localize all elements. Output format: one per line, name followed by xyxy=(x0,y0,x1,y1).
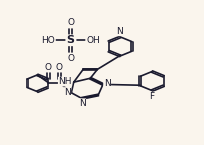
Text: HO: HO xyxy=(41,36,55,45)
Text: S: S xyxy=(67,35,74,45)
Text: N: N xyxy=(104,79,111,88)
Text: OH: OH xyxy=(86,36,100,45)
Text: O: O xyxy=(56,62,63,71)
Text: O: O xyxy=(67,18,74,27)
Text: N: N xyxy=(116,27,123,36)
Text: O: O xyxy=(67,54,74,63)
Text: N: N xyxy=(79,99,86,108)
Text: N: N xyxy=(64,88,71,97)
Text: F: F xyxy=(149,92,155,101)
Text: O: O xyxy=(45,62,52,71)
Text: NH: NH xyxy=(58,77,72,86)
